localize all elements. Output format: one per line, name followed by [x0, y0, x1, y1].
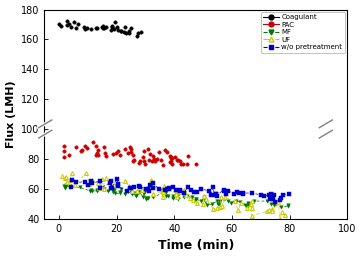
Y-axis label: Flux (LMH): Flux (LMH)	[5, 80, 16, 148]
X-axis label: Time (min): Time (min)	[158, 239, 234, 252]
Legend: Coagulant, PAC, MF, UF, w/o pretreatment: Coagulant, PAC, MF, UF, w/o pretreatment	[261, 12, 345, 53]
